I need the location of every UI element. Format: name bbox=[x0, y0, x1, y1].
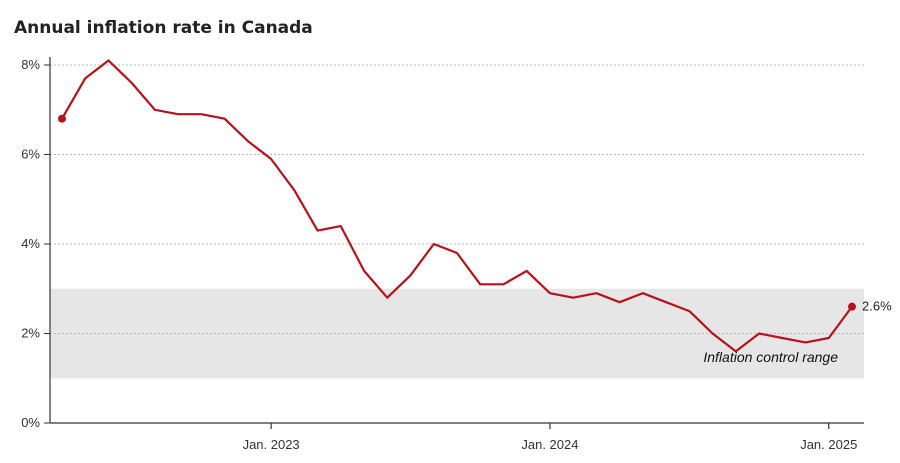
data-point bbox=[803, 339, 809, 345]
data-point bbox=[408, 272, 414, 278]
data-point bbox=[384, 295, 390, 301]
data-point bbox=[756, 331, 762, 337]
y-tick-label: 2% bbox=[21, 326, 40, 341]
data-point bbox=[686, 308, 692, 314]
data-point bbox=[175, 111, 181, 117]
data-point bbox=[82, 75, 88, 81]
y-tick-label: 8% bbox=[21, 57, 40, 72]
data-point bbox=[454, 250, 460, 256]
series-start-point bbox=[58, 114, 66, 123]
data-point bbox=[105, 58, 111, 64]
data-point bbox=[547, 290, 553, 296]
series-end-point bbox=[848, 302, 856, 311]
data-point bbox=[315, 228, 321, 234]
data-point bbox=[640, 290, 646, 296]
data-point bbox=[431, 241, 437, 247]
y-tick-label: 6% bbox=[21, 147, 40, 162]
chart-title: Annual inflation rate in Canada bbox=[14, 18, 313, 38]
data-point bbox=[268, 156, 274, 162]
data-point bbox=[198, 111, 204, 117]
end-value-label: 2.6% bbox=[862, 299, 892, 314]
data-point bbox=[826, 335, 832, 341]
inflation-control-band bbox=[50, 288, 864, 379]
y-tick-label: 4% bbox=[21, 236, 40, 251]
data-point bbox=[617, 299, 623, 305]
data-point bbox=[524, 268, 530, 274]
data-point bbox=[477, 281, 483, 287]
x-tick-label: Jan. 2023 bbox=[243, 437, 300, 452]
data-point bbox=[152, 107, 158, 113]
data-point bbox=[291, 187, 297, 193]
x-tick-label: Jan. 2025 bbox=[800, 437, 857, 452]
labels: 0% 2% 4% 6% 8% Jan. 2023 Jan. 2024 Jan. 2025 2.6… bbox=[21, 57, 892, 452]
data-point bbox=[570, 295, 576, 301]
data-point bbox=[129, 80, 135, 86]
data-point bbox=[245, 138, 251, 144]
series-points bbox=[58, 58, 856, 345]
data-point bbox=[779, 335, 785, 341]
control-range-band-group bbox=[50, 288, 864, 379]
data-point bbox=[361, 268, 367, 274]
data-point bbox=[710, 331, 716, 337]
series-line-group bbox=[60, 59, 854, 353]
data-point bbox=[338, 223, 344, 229]
data-point bbox=[500, 281, 506, 287]
data-point bbox=[593, 290, 599, 296]
x-tick-label: Jan. 2024 bbox=[521, 437, 578, 452]
inflation-series-line bbox=[60, 59, 854, 353]
data-point bbox=[663, 299, 669, 305]
axes bbox=[44, 57, 864, 429]
control-range-label: Inflation control range bbox=[703, 349, 838, 365]
y-tick-label: 0% bbox=[21, 415, 40, 430]
data-point bbox=[222, 116, 228, 122]
